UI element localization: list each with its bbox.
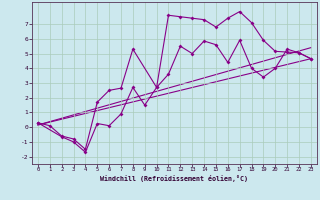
X-axis label: Windchill (Refroidissement éolien,°C): Windchill (Refroidissement éolien,°C) xyxy=(100,175,248,182)
